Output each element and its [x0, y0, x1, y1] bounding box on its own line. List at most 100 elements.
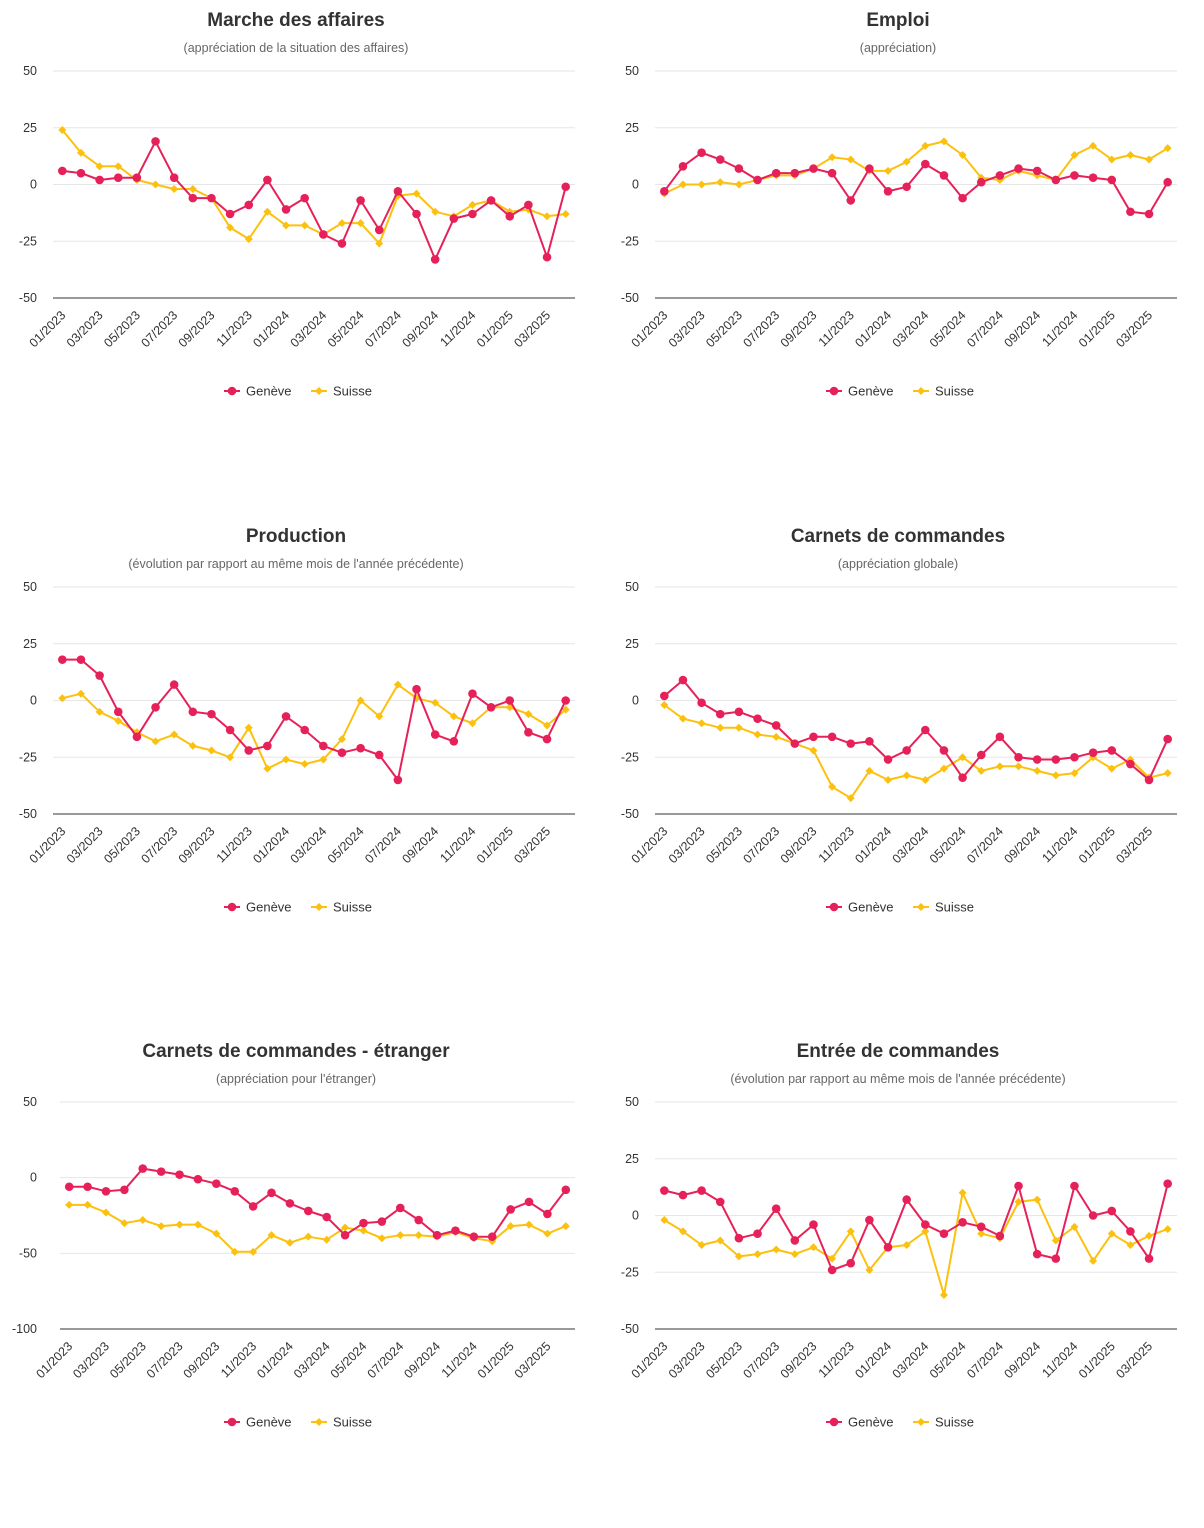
- data-point[interactable]: [359, 1226, 368, 1235]
- data-point[interactable]: [678, 714, 687, 723]
- data-point[interactable]: [114, 716, 123, 725]
- data-point[interactable]: [449, 737, 459, 746]
- data-point[interactable]: [393, 680, 402, 689]
- data-point[interactable]: [414, 1231, 423, 1240]
- data-point[interactable]: [771, 168, 781, 178]
- data-point[interactable]: [469, 1232, 479, 1241]
- data-point[interactable]: [1107, 1206, 1117, 1216]
- data-point[interactable]: [902, 771, 911, 780]
- data-point[interactable]: [883, 1242, 893, 1252]
- legend-marker[interactable]: [227, 386, 237, 396]
- data-point[interactable]: [300, 193, 309, 203]
- data-point[interactable]: [561, 1222, 570, 1231]
- data-point[interactable]: [1107, 746, 1117, 755]
- data-point[interactable]: [281, 712, 291, 721]
- data-point[interactable]: [395, 1203, 405, 1213]
- data-point[interactable]: [734, 707, 744, 717]
- data-point[interactable]: [101, 1208, 110, 1217]
- data-point[interactable]: [790, 1236, 800, 1245]
- data-point[interactable]: [771, 1204, 781, 1213]
- data-point[interactable]: [120, 1219, 129, 1228]
- data-point[interactable]: [157, 1222, 166, 1231]
- data-point[interactable]: [193, 1174, 203, 1184]
- data-point[interactable]: [809, 732, 818, 742]
- data-point[interactable]: [267, 1231, 276, 1240]
- data-point[interactable]: [212, 1179, 221, 1189]
- data-point[interactable]: [225, 725, 235, 735]
- data-point[interactable]: [865, 766, 874, 775]
- data-point[interactable]: [561, 1185, 571, 1195]
- data-point[interactable]: [1126, 150, 1135, 159]
- data-point[interactable]: [319, 230, 328, 239]
- data-point[interactable]: [958, 1218, 967, 1227]
- data-point[interactable]: [64, 1182, 74, 1192]
- data-point[interactable]: [263, 741, 272, 751]
- data-point[interactable]: [772, 1245, 781, 1254]
- data-point[interactable]: [809, 1243, 818, 1252]
- data-point[interactable]: [902, 1241, 911, 1250]
- data-point[interactable]: [207, 193, 216, 203]
- data-point[interactable]: [524, 1197, 534, 1207]
- data-point[interactable]: [771, 721, 781, 730]
- data-point[interactable]: [902, 746, 911, 755]
- data-point[interactable]: [715, 1197, 725, 1207]
- data-point[interactable]: [1070, 769, 1079, 778]
- data-point[interactable]: [113, 707, 123, 717]
- data-point[interactable]: [244, 200, 254, 210]
- data-point[interactable]: [337, 748, 347, 758]
- data-point[interactable]: [1070, 1222, 1079, 1231]
- data-point[interactable]: [976, 1222, 986, 1232]
- legend-item-geneve[interactable]: Genève: [224, 384, 292, 399]
- data-point[interactable]: [1088, 173, 1098, 182]
- data-point[interactable]: [846, 196, 856, 205]
- data-point[interactable]: [282, 221, 291, 230]
- data-point[interactable]: [921, 1227, 930, 1236]
- data-point[interactable]: [921, 725, 930, 735]
- data-point[interactable]: [267, 1188, 276, 1198]
- data-point[interactable]: [337, 735, 346, 744]
- data-point[interactable]: [1144, 775, 1154, 785]
- data-point[interactable]: [1126, 1227, 1135, 1236]
- data-point[interactable]: [304, 1206, 313, 1216]
- data-point[interactable]: [1089, 141, 1098, 150]
- legend-marker[interactable]: [315, 387, 323, 395]
- data-point[interactable]: [660, 1216, 669, 1225]
- data-point[interactable]: [865, 737, 874, 746]
- data-point[interactable]: [304, 1232, 313, 1241]
- data-point[interactable]: [977, 1229, 986, 1238]
- data-point[interactable]: [101, 1186, 111, 1196]
- data-point[interactable]: [58, 694, 67, 703]
- data-point[interactable]: [486, 703, 496, 712]
- data-point[interactable]: [95, 162, 104, 171]
- data-point[interactable]: [95, 671, 104, 680]
- data-point[interactable]: [921, 159, 930, 169]
- legend-item-suisse[interactable]: Suisse: [311, 1415, 372, 1430]
- data-point[interactable]: [58, 655, 67, 664]
- data-point[interactable]: [939, 764, 948, 773]
- data-point[interactable]: [468, 719, 477, 728]
- data-point[interactable]: [697, 148, 706, 158]
- data-point[interactable]: [939, 137, 948, 146]
- data-point[interactable]: [958, 150, 967, 159]
- data-point[interactable]: [524, 710, 533, 719]
- data-point[interactable]: [678, 1227, 687, 1236]
- data-point[interactable]: [697, 1186, 706, 1195]
- legend-marker[interactable]: [829, 902, 839, 912]
- data-point[interactable]: [660, 701, 669, 710]
- data-point[interactable]: [542, 252, 552, 262]
- data-point[interactable]: [1032, 755, 1042, 764]
- data-point[interactable]: [865, 164, 874, 173]
- data-point[interactable]: [207, 709, 216, 719]
- data-point[interactable]: [734, 723, 743, 732]
- data-point[interactable]: [1107, 764, 1116, 773]
- data-point[interactable]: [114, 162, 123, 171]
- data-point[interactable]: [734, 1233, 744, 1243]
- data-point[interactable]: [884, 775, 893, 784]
- data-point[interactable]: [790, 1250, 799, 1259]
- data-point[interactable]: [1163, 734, 1172, 744]
- data-point[interactable]: [486, 196, 496, 205]
- data-point[interactable]: [542, 734, 552, 744]
- data-point[interactable]: [300, 725, 309, 735]
- data-point[interactable]: [543, 1209, 552, 1219]
- data-point[interactable]: [244, 234, 253, 243]
